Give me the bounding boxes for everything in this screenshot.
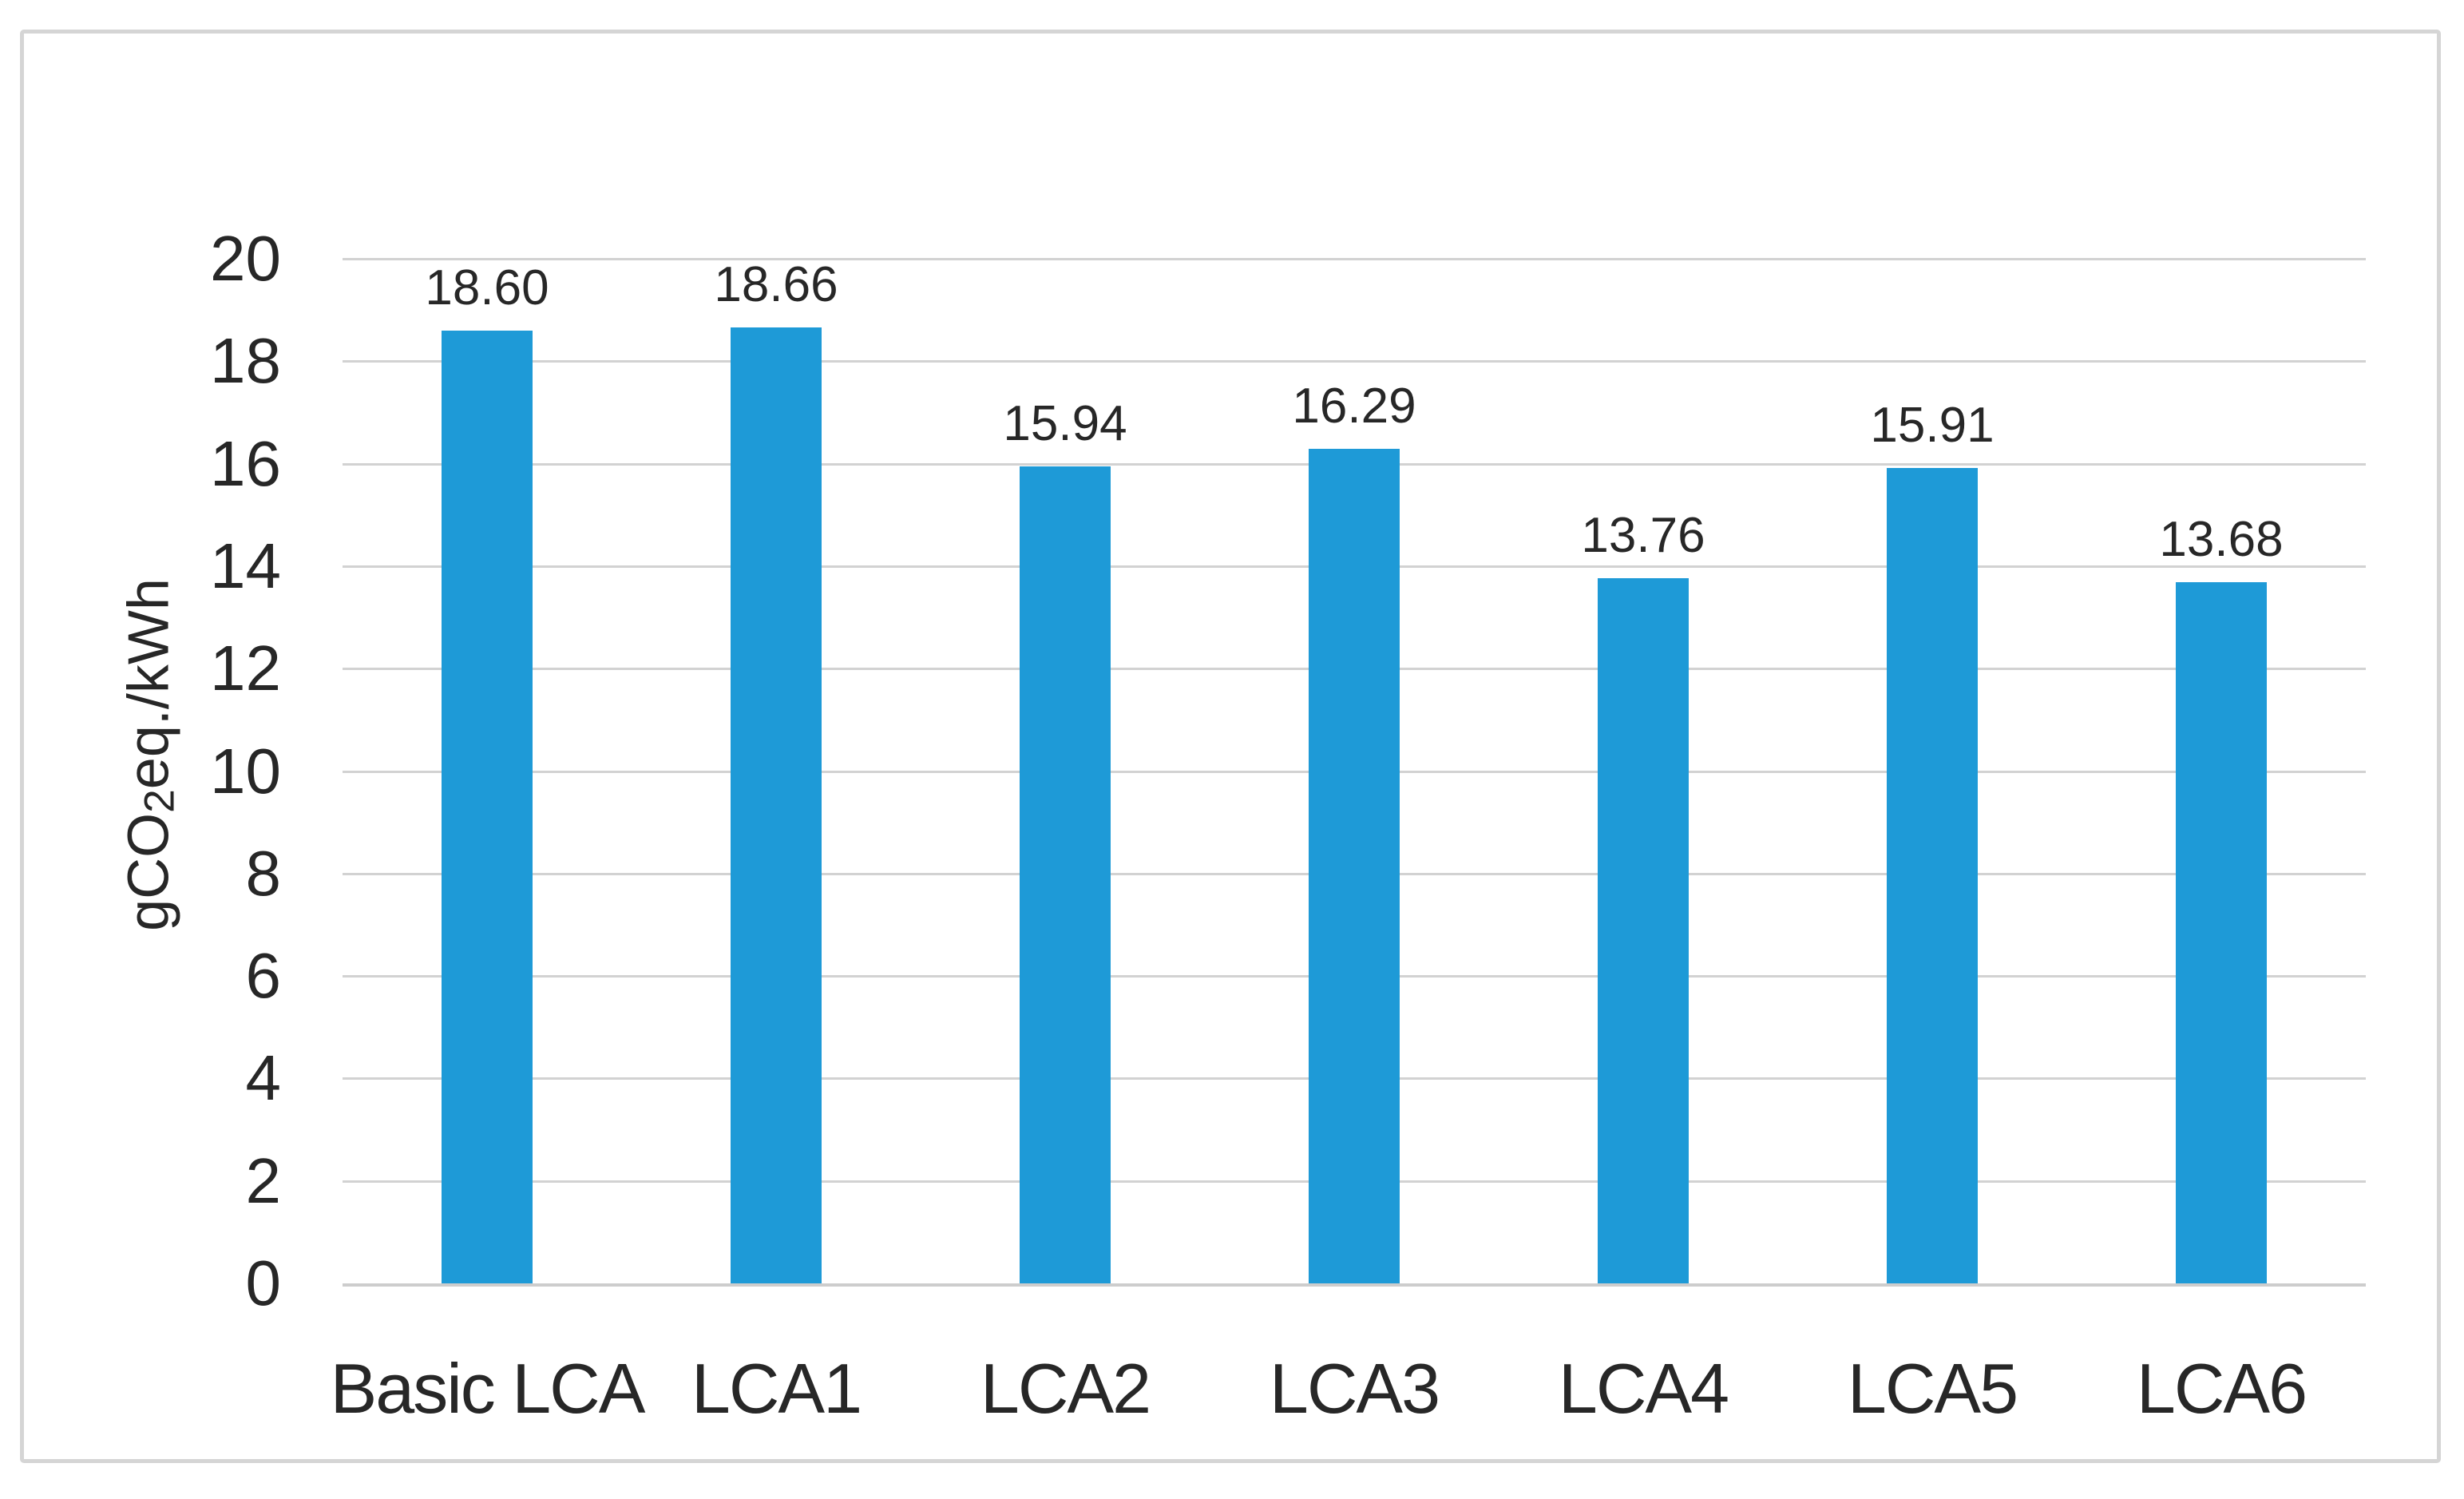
chart-border <box>20 30 2441 1463</box>
bar-lca6 <box>2176 582 2267 1283</box>
bar-lca1 <box>731 327 822 1283</box>
y-tick-label-10: 10 <box>210 735 281 807</box>
x-tick-label-lca4: LCA4 <box>1558 1349 1729 1428</box>
bar-lca5 <box>1887 468 1978 1283</box>
bar-value-label-lca5: 15.91 <box>1870 398 1995 453</box>
y-tick-label-8: 8 <box>245 837 282 909</box>
y-tick-label-0: 0 <box>245 1247 282 1319</box>
bar-lca4 <box>1598 578 1689 1283</box>
x-tick-label-basic-lca: Basic LCA <box>330 1349 646 1428</box>
y-tick-label-20: 20 <box>210 223 281 294</box>
x-tick-label-lca5: LCA5 <box>1847 1349 2018 1428</box>
bar-value-label-basic-lca: 18.60 <box>425 260 549 315</box>
y-tick-label-14: 14 <box>210 529 281 601</box>
bar-lca3 <box>1309 449 1400 1283</box>
gridline-20 <box>343 258 2366 260</box>
bar-value-label-lca6: 13.68 <box>2159 512 2284 567</box>
y-tick-label-18: 18 <box>210 325 281 397</box>
y-tick-label-12: 12 <box>210 633 281 704</box>
gridline-18 <box>343 360 2366 363</box>
x-tick-label-lca6: LCA6 <box>2136 1349 2308 1428</box>
bar-value-label-lca2: 15.94 <box>1003 396 1127 451</box>
x-tick-label-lca3: LCA3 <box>1269 1349 1440 1428</box>
y-tick-label-4: 4 <box>245 1042 282 1114</box>
bar-value-label-lca4: 13.76 <box>1581 508 1705 563</box>
bar-value-label-lca3: 16.29 <box>1292 379 1416 434</box>
y-tick-label-2: 2 <box>245 1144 282 1216</box>
x-axis-line <box>343 1283 2366 1287</box>
bar-basic-lca <box>442 331 533 1283</box>
bar-lca2 <box>1020 466 1111 1283</box>
bar-value-label-lca1: 18.66 <box>714 257 838 312</box>
x-tick-label-lca1: LCA1 <box>691 1349 862 1428</box>
y-tick-label-16: 16 <box>210 427 281 499</box>
x-tick-label-lca2: LCA2 <box>980 1349 1151 1428</box>
y-tick-label-6: 6 <box>245 940 282 1012</box>
